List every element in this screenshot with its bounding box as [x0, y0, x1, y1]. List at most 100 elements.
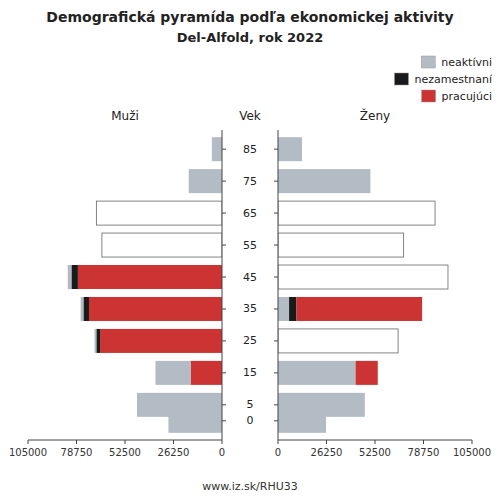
subtitle: Del-Alfold, rok 2022 [177, 30, 324, 45]
y-tick-label: 5 [247, 398, 254, 411]
y-tick [222, 420, 226, 421]
y-tick [274, 340, 278, 341]
legend-label: pracujúci [442, 90, 492, 103]
x-tick [222, 440, 223, 444]
legend-swatch [421, 56, 435, 68]
y-tick [274, 149, 278, 150]
bar [81, 297, 84, 321]
bar [278, 201, 435, 225]
x-tick [28, 440, 29, 444]
bar [447, 265, 448, 289]
x-tick [278, 440, 279, 444]
x-tick [326, 440, 327, 444]
y-tick-label: 0 [247, 414, 254, 427]
y-tick [274, 213, 278, 214]
bar [326, 409, 327, 433]
bar [356, 361, 378, 385]
x-tick-label: 52500 [359, 447, 391, 458]
title: Demografická pyramída podľa ekonomickej … [46, 9, 453, 25]
bar [364, 393, 365, 417]
y-tick [222, 245, 226, 246]
bar [398, 329, 399, 353]
panel-1: 0262505250078750105000Ženy [274, 108, 491, 458]
bar [326, 409, 327, 433]
legend: neaktívni nezamestnaní pracujúci [394, 56, 492, 103]
x-axis: 105000 78750 52500 26250 0 [9, 440, 225, 458]
bar [189, 169, 222, 193]
y-tick-label: 65 [243, 207, 257, 220]
legend-label: nezamestnaní [414, 73, 492, 86]
bar [96, 201, 222, 225]
x-tick-label: 78750 [408, 447, 440, 458]
bar [302, 137, 303, 161]
bar [168, 409, 222, 433]
x-tick-label: 52500 [109, 447, 141, 458]
bar [155, 361, 190, 385]
bar [403, 233, 404, 257]
bar [435, 201, 436, 225]
x-tick [423, 440, 424, 444]
y-tick [222, 340, 226, 341]
bar [78, 265, 222, 289]
bar [278, 361, 356, 385]
bars [68, 137, 222, 433]
bar [278, 137, 302, 161]
panel-label: Muži [111, 109, 139, 123]
y-tick [274, 420, 278, 421]
x-tick-label: 26250 [311, 447, 343, 458]
bar [403, 233, 404, 257]
y-axis-line [222, 130, 223, 440]
bar [83, 297, 89, 321]
y-tick [274, 372, 278, 373]
y-tick [222, 308, 226, 309]
bar [398, 329, 399, 353]
legend-label: neaktívni [441, 56, 492, 69]
y-tick-label: 35 [243, 302, 257, 315]
y-tick-label: 45 [243, 271, 257, 284]
panel-label: Ženy [360, 108, 390, 123]
y-tick-label: 15 [243, 366, 257, 379]
legend-swatch [394, 73, 408, 85]
x-tick [472, 440, 473, 444]
x-tick-label: 105000 [453, 447, 491, 458]
y-label: Vek [239, 109, 261, 123]
panel-0: 105000 78750 52500 26250 0 Muži Vek 0 5 15 25 35 45 5… [9, 109, 261, 458]
bar [102, 233, 222, 257]
bar [278, 297, 289, 321]
bar [68, 265, 72, 289]
bar [278, 329, 398, 353]
y-tick-label: 75 [243, 175, 257, 188]
bar [278, 169, 370, 193]
y-tick [274, 245, 278, 246]
y-tick-label: 25 [243, 334, 257, 347]
bars [278, 137, 448, 433]
bar [278, 265, 448, 289]
bar [278, 233, 404, 257]
y-tick [274, 181, 278, 182]
y-tick [274, 277, 278, 278]
x-tick [173, 440, 174, 444]
x-tick-label: 26250 [158, 447, 190, 458]
bar [370, 169, 371, 193]
y-tick [274, 404, 278, 405]
y-tick [222, 181, 226, 182]
x-tick [125, 440, 126, 444]
y-tick [222, 277, 226, 278]
bar [96, 329, 100, 353]
bar [212, 137, 222, 161]
x-tick [76, 440, 77, 444]
x-tick-label: 78750 [61, 447, 93, 458]
bar [435, 201, 436, 225]
bar [364, 393, 365, 417]
footer: www.iz.sk/RHU33 [202, 480, 298, 493]
x-tick-label: 0 [219, 447, 225, 458]
y-tick [222, 404, 226, 405]
bar [302, 137, 303, 161]
bar [191, 361, 222, 385]
y-axis-line [278, 130, 279, 440]
chart: Demografická pyramída podľa ekonomickej … [0, 0, 500, 500]
y-tick-label: 55 [243, 239, 257, 252]
bar [447, 265, 448, 289]
bar [95, 329, 97, 353]
x-tick-label: 105000 [9, 447, 47, 458]
